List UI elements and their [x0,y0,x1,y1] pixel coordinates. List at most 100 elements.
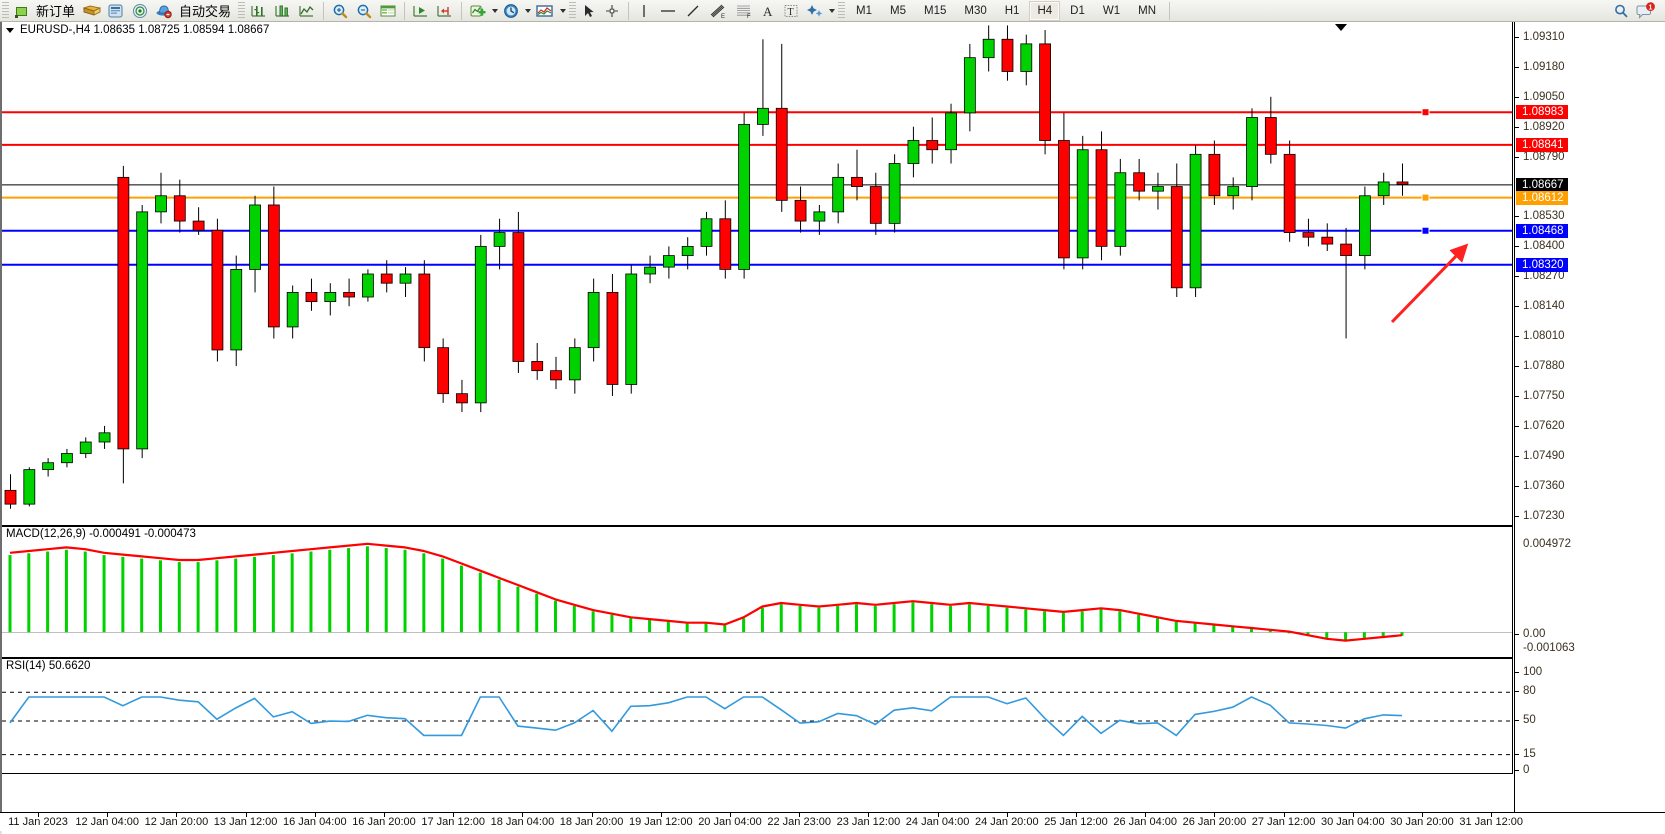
zoom-out-icon[interactable] [352,1,376,21]
time-axis-label: 12 Jan 04:00 [75,816,139,828]
signal-icon[interactable] [128,1,152,21]
auto-trading-button[interactable]: 自动交易 [179,4,232,19]
time-tick [176,813,178,817]
terminal-icon[interactable] [104,1,128,21]
price-level-badge[interactable]: 1.08841 [1516,137,1568,152]
new-order-button[interactable]: 新订单 [36,4,76,19]
price-axis-label: 1.08790 [1523,150,1565,163]
timeframe-h4[interactable]: H4 [1029,0,1061,21]
time-axis-label: 27 Jan 12:00 [1251,816,1316,828]
vertical-line-icon[interactable] [633,1,655,21]
toolbar-separator-4 [628,1,630,20]
time-axis-label: 18 Jan 20:00 [559,816,624,828]
equidistant-channel-icon[interactable]: E [705,1,731,21]
line-chart-icon[interactable] [295,1,319,21]
macd-axis-label: 0.00 [1523,628,1546,640]
rsi-axis-label: 100 [1523,666,1543,678]
timeframe-mn[interactable]: MN [1138,4,1156,17]
time-tick [591,813,593,817]
toolbar-grip-2[interactable] [238,1,246,20]
macd-panel[interactable]: MACD(12,26,9) -0.000491 -0.000473 [2,526,1513,658]
time-tick [1491,813,1493,817]
chart-title-bar[interactable]: EURUSD-,H4 1.08635 1.08725 1.08594 1.086… [6,24,269,36]
timeframe-h1[interactable]: H1 [1004,4,1020,17]
rsi-panel[interactable]: RSI(14) 50.6620 [2,658,1513,774]
periods-dropdown-caret[interactable] [523,1,532,21]
toolbar-grip-3[interactable] [569,1,577,20]
price-level-badge[interactable]: 1.08983 [1516,105,1568,120]
trendline-icon[interactable] [681,1,705,21]
new-order-icon[interactable] [11,1,33,21]
templates-dropdown-caret[interactable] [558,1,567,21]
price-axis-label: 1.08400 [1523,240,1565,253]
indicators-icon[interactable] [466,1,490,21]
time-tick [1076,813,1077,817]
svg-text:T: T [788,7,794,18]
chevron-down-icon[interactable] [6,27,14,33]
expert-advisor-icon[interactable] [152,1,176,21]
time-axis-label: 12 Jan 20:00 [144,816,209,828]
time-axis[interactable]: 11 Jan 2023 12 Jan 04:00 12 Jan 20:00 13 Ja… [0,812,1665,831]
time-tick [1006,813,1008,817]
timeframe-w1[interactable]: W1 [1102,4,1121,17]
text-icon[interactable]: A [757,1,779,21]
time-axis-label: 16 Jan 04:00 [282,816,347,828]
candlestick-chart-icon[interactable] [271,1,295,21]
fibonacci-retracement-icon[interactable]: F [731,1,757,21]
zoom-in-icon[interactable] [328,1,352,21]
time-tick [660,813,662,817]
price-level-badge[interactable]: 1.08667 [1516,177,1568,192]
collapse-arrow-icon[interactable] [1335,24,1347,31]
axis-tick [1515,425,1519,427]
chart-symbol-ohlc: EURUSD-,H4 1.08635 1.08725 1.08594 1.086… [20,24,270,36]
time-tick [1214,813,1216,817]
toolbar-grip[interactable] [2,1,9,20]
time-tick [245,813,247,817]
svg-text:A: A [763,4,773,19]
axis-tick [1515,770,1519,771]
price-panel[interactable]: EURUSD-,H4 1.08635 1.08725 1.08594 1.086… [2,22,1513,526]
timeframe-m15[interactable]: M15 [924,4,947,17]
text-label-icon[interactable]: T [779,1,803,21]
crosshair-icon[interactable] [600,1,624,21]
price-axis-label: 1.07750 [1523,389,1565,402]
toolbar-grip-4[interactable] [838,1,846,20]
auto-scroll-icon[interactable] [409,1,433,21]
templates-icon[interactable] [532,1,558,21]
periods-icon[interactable] [499,1,523,21]
axis-tick [1515,753,1519,755]
time-axis-label: 22 Jan 23:00 [767,816,831,828]
price-axis[interactable]: 1.09310 1.09180 1.09050 1.08920 1.08790 1.085… [1514,22,1665,812]
data-window-icon[interactable] [376,1,400,21]
cursor-icon[interactable] [578,1,600,21]
folder-icon[interactable] [80,1,104,21]
axis-tick [1515,634,1519,635]
time-axis-label: 16 Jan 20:00 [352,816,416,828]
price-level-badge[interactable]: 1.08612 [1516,190,1568,205]
axis-tick [1515,672,1519,673]
price-axis-label: 1.09050 [1523,90,1565,103]
chart-area[interactable]: EURUSD-,H4 1.08635 1.08725 1.08594 1.086… [0,22,1665,834]
alerts-icon[interactable]: 1 [1633,1,1659,21]
shapes-icon[interactable] [803,1,827,21]
horizontal-line-icon[interactable] [655,1,681,21]
price-axis-label: 1.08270 [1523,270,1565,283]
time-tick [1352,813,1354,817]
chart-shift-icon[interactable] [433,1,457,21]
toolbar-separator-5 [1169,1,1170,20]
bar-chart-icon[interactable] [247,1,271,21]
macd-label: MACD(12,26,9) -0.000491 -0.000473 [6,528,196,540]
timeframe-d1[interactable]: D1 [1070,4,1085,17]
timeframe-m30[interactable]: M30 [964,4,987,17]
shapes-dropdown-caret[interactable] [827,1,836,21]
axis-tick [1515,36,1519,38]
time-axis-label: 19 Jan 12:00 [628,816,693,828]
price-level-badge[interactable]: 1.08320 [1516,257,1568,272]
indicators-dropdown-caret[interactable] [490,1,499,21]
timeframe-m1[interactable]: M1 [856,4,873,17]
axis-tick [1515,96,1519,98]
timeframe-m5[interactable]: M5 [890,4,906,17]
price-level-badge[interactable]: 1.08468 [1516,223,1568,238]
price-axis-label: 1.09180 [1523,60,1565,73]
search-icon[interactable] [1609,1,1633,21]
